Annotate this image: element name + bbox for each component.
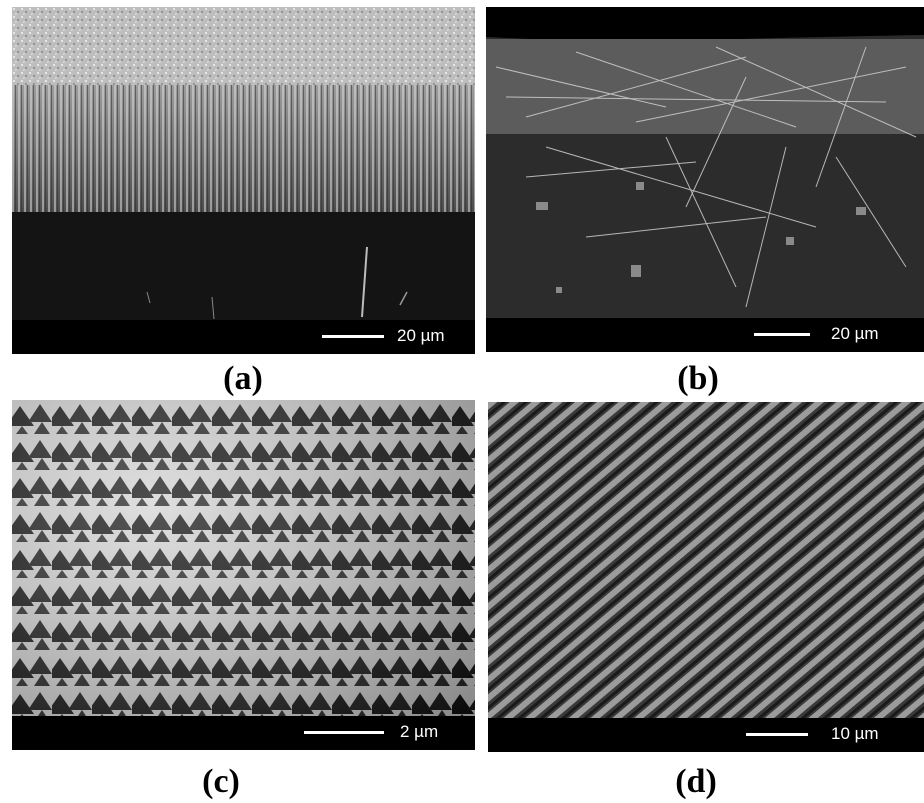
panel-b-caption: (b): [677, 360, 719, 397]
panel-a-scale-strip: 20 µm: [12, 320, 475, 354]
panel-d-caption: (d): [675, 763, 717, 800]
panel-b-scale-strip: 20 µm: [486, 318, 924, 352]
panel-c-micrograph: [12, 400, 475, 750]
panel-b-scale-line: [754, 333, 810, 336]
panel-a-scale-label: 20 µm: [397, 326, 445, 345]
panel-d-scale-strip: 10 µm: [488, 718, 924, 752]
panel-d-image: 10 µm: [488, 402, 924, 752]
panel-a-scale-line: [322, 335, 384, 338]
panel-c-scale-strip: 2 µm: [12, 716, 475, 750]
panel-b-image: 20 µm: [486, 7, 924, 352]
panel-a-caption: (a): [223, 360, 263, 397]
panel-c-scale-label: 2 µm: [400, 722, 439, 741]
panel-d-micrograph: [488, 402, 924, 752]
panel-d-scale-label: 10 µm: [831, 724, 879, 743]
panel-c-scale-line: [304, 731, 384, 734]
panel-c-caption: (c): [202, 763, 240, 800]
panel-c-image: 2 µm: [12, 400, 475, 750]
panel-d-scale-line: [746, 733, 808, 736]
panel-b-micrograph: [486, 7, 924, 352]
panel-a-micrograph: [12, 7, 475, 354]
panel-b-scale-label: 20 µm: [831, 324, 879, 343]
panel-a-image: 20 µm: [12, 7, 475, 354]
